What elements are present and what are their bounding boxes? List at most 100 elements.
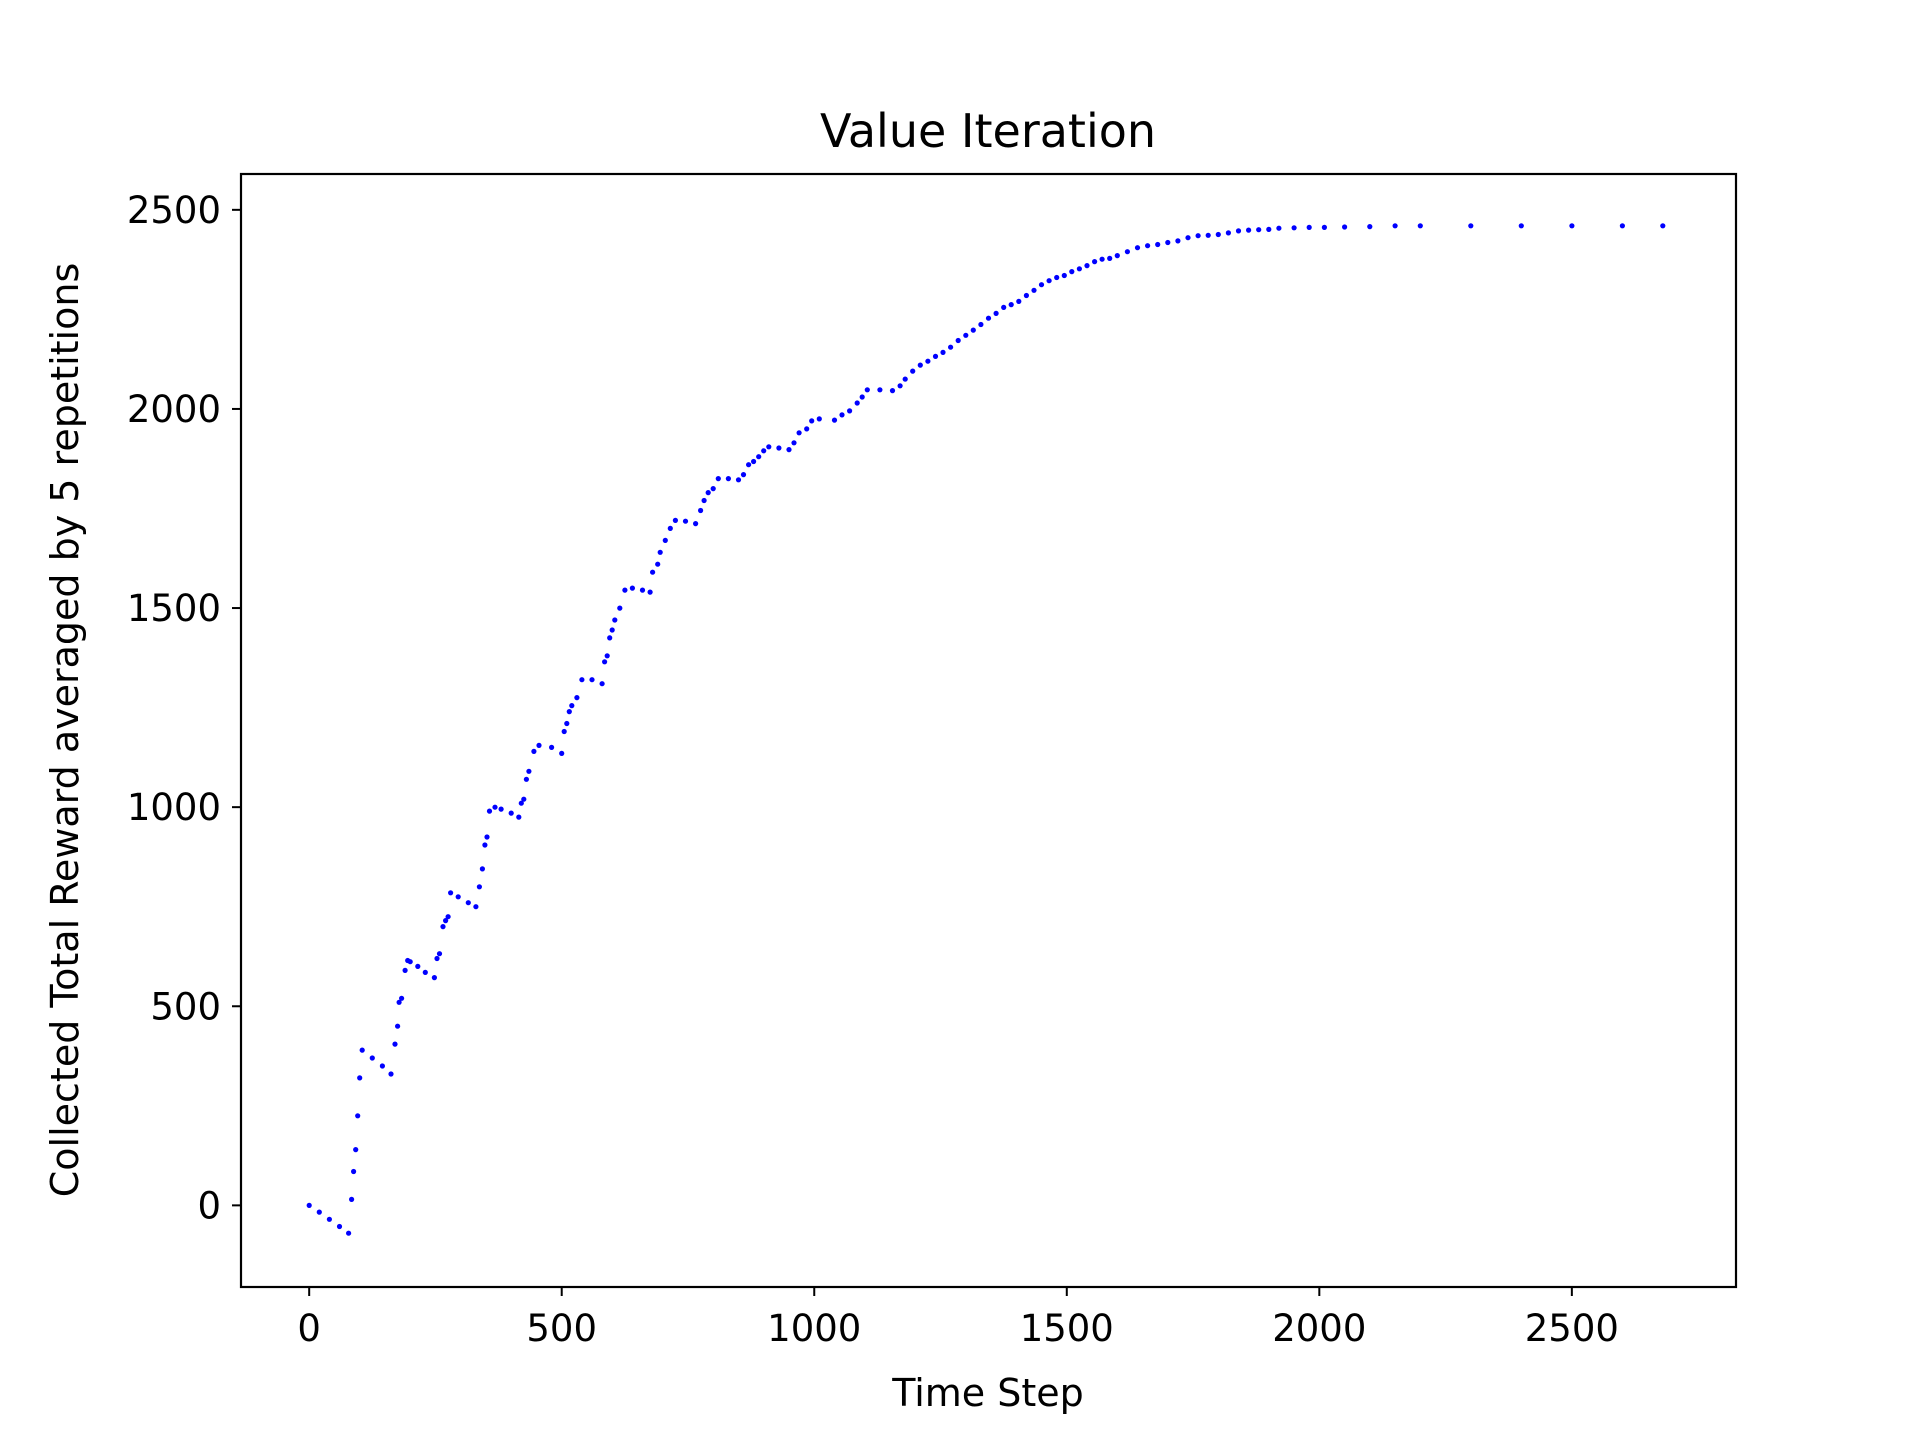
data-point-21 (415, 963, 421, 970)
chart-title: Value Iteration (820, 104, 1156, 158)
y-tick-label-1: 500 (150, 985, 221, 1028)
data-point-109 (932, 353, 939, 359)
data-point-53 (569, 703, 575, 709)
data-point-123 (1038, 282, 1045, 288)
data-point-22 (422, 969, 428, 976)
data-point-146 (1246, 227, 1252, 233)
data-point-59 (604, 653, 610, 659)
data-point-96 (831, 417, 838, 423)
data-point-79 (710, 486, 716, 492)
data-point-80 (715, 476, 721, 482)
data-point-130 (1092, 259, 1098, 265)
data-point-5 (349, 1196, 355, 1202)
data-point-2 (326, 1216, 332, 1222)
data-point-18 (402, 967, 408, 974)
data-point-119 (1008, 302, 1014, 308)
data-point-70 (657, 549, 663, 555)
data-point-41 (516, 814, 522, 820)
data-point-94 (809, 418, 815, 424)
data-point-83 (740, 472, 747, 478)
x-tick-label-2: 1000 (767, 1307, 861, 1350)
data-point-48 (549, 744, 555, 751)
data-point-36 (484, 834, 490, 840)
data-point-42 (518, 800, 524, 806)
data-point-62 (612, 617, 618, 623)
x-tick-label-5: 2500 (1525, 1307, 1619, 1350)
data-point-34 (479, 866, 485, 872)
data-point-90 (786, 447, 792, 453)
data-point-101 (864, 387, 870, 393)
x-tick-label-3: 1500 (1020, 1307, 1114, 1350)
data-point-24 (434, 955, 440, 962)
y-axis-label: Collected Total Reward averaged by 5 rep… (43, 263, 87, 1198)
data-point-75 (693, 521, 699, 527)
y-axis-ticks: 0 500 1000 1500 2000 2500 (127, 189, 241, 1227)
data-point-112 (955, 337, 961, 344)
data-point-39 (498, 806, 504, 812)
data-point-81 (725, 476, 732, 482)
data-point-29 (448, 890, 454, 896)
data-point-116 (985, 315, 992, 321)
data-point-72 (667, 525, 673, 532)
data-point-9 (357, 1075, 363, 1081)
data-point-156 (1417, 223, 1423, 229)
data-point-137 (1155, 241, 1161, 248)
data-point-6 (351, 1168, 357, 1175)
data-point-68 (650, 569, 656, 575)
data-point-152 (1321, 224, 1327, 230)
data-point-139 (1175, 238, 1181, 244)
data-point-111 (948, 344, 954, 350)
data-point-32 (473, 904, 479, 910)
data-point-157 (1468, 223, 1474, 229)
data-point-51 (564, 720, 570, 727)
y-tick-label-5: 2500 (127, 189, 221, 232)
data-point-142 (1205, 232, 1211, 238)
data-point-4 (346, 1230, 352, 1236)
data-point-160 (1619, 223, 1625, 229)
data-point-30 (455, 894, 461, 900)
data-point-118 (1001, 304, 1007, 310)
data-point-15 (395, 1023, 401, 1029)
y-tick-label-4: 2000 (127, 388, 221, 431)
data-point-58 (602, 659, 608, 665)
data-point-10 (359, 1047, 365, 1053)
data-point-44 (523, 776, 530, 782)
data-point-37 (486, 808, 493, 814)
data-point-89 (776, 445, 782, 451)
data-point-49 (559, 750, 565, 757)
data-point-47 (536, 742, 542, 749)
data-point-0 (306, 1202, 312, 1208)
data-point-105 (902, 376, 908, 382)
data-point-3 (336, 1223, 343, 1230)
data-point-73 (672, 517, 679, 524)
data-point-23 (431, 975, 437, 981)
data-point-38 (492, 804, 498, 810)
data-point-76 (698, 507, 704, 514)
data-point-161 (1660, 223, 1666, 229)
data-point-8 (355, 1113, 361, 1119)
y-tick-label-2: 1000 (127, 786, 221, 829)
data-point-98 (847, 408, 853, 414)
data-point-61 (609, 627, 615, 633)
data-point-77 (701, 497, 707, 504)
data-point-26 (440, 924, 446, 930)
data-point-54 (574, 695, 580, 701)
data-point-71 (662, 537, 668, 544)
data-point-136 (1145, 243, 1151, 249)
data-point-147 (1256, 227, 1262, 233)
data-point-95 (816, 416, 822, 422)
data-point-40 (508, 810, 514, 816)
data-point-102 (877, 387, 883, 393)
data-point-145 (1235, 228, 1242, 234)
data-point-74 (682, 518, 689, 524)
data-point-99 (854, 400, 860, 406)
data-point-104 (897, 383, 903, 389)
data-point-86 (756, 454, 762, 460)
data-point-35 (482, 842, 488, 848)
data-point-158 (1518, 223, 1524, 229)
data-point-141 (1195, 233, 1201, 239)
data-point-125 (1054, 274, 1060, 281)
x-tick-label-1: 500 (526, 1307, 597, 1350)
